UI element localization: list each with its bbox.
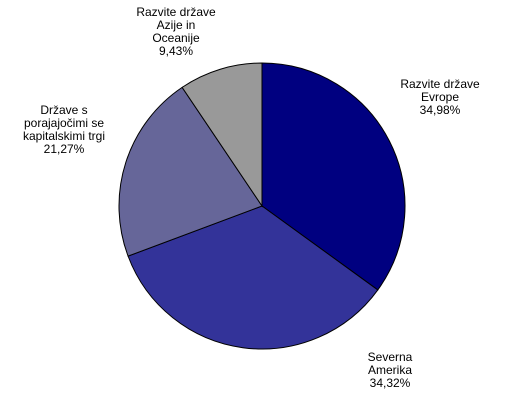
pie-slice xyxy=(127,205,379,350)
value-label: 34,98% xyxy=(420,103,461,117)
value-label: 21,27% xyxy=(44,142,85,156)
pie-slice xyxy=(261,62,406,291)
label-line: kapitalskimi trgi xyxy=(23,129,105,143)
slice-label: Razvite države Azije in Oceanije 9,43% xyxy=(136,5,216,58)
value-label: 34,32% xyxy=(370,376,411,390)
label-line: Amerika xyxy=(368,363,412,377)
pie-slice xyxy=(118,86,263,257)
value-label: 9,43% xyxy=(159,44,193,58)
label-line: Oceanije xyxy=(152,31,200,45)
slice-label: Države s porajajočimi se kapitalskimi trgi… xyxy=(23,103,105,156)
label-line: Razvite države xyxy=(136,5,216,19)
slice-label: Razvite države Evrope 34,98% xyxy=(400,77,480,117)
label-line: Razvite države xyxy=(400,77,480,91)
label-line: Evrope xyxy=(421,90,459,104)
label-line: porajajočimi se xyxy=(24,116,104,130)
slice-label: Severna Amerika 34,32% xyxy=(368,350,413,390)
label-line: Države s xyxy=(40,103,87,117)
pie-slice xyxy=(181,62,263,208)
label-line: Azije in xyxy=(157,18,196,32)
label-line: Severna xyxy=(368,350,413,364)
